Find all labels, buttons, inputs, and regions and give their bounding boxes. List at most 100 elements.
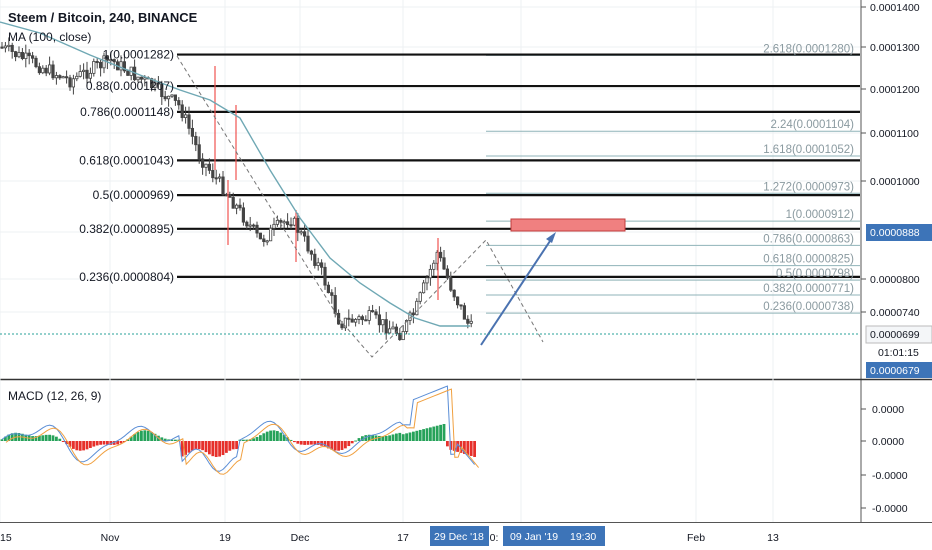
candle-body [214, 177, 218, 180]
candle-body [353, 319, 358, 323]
last-price-text: 0.0000699 [870, 329, 920, 341]
time-tick-label: 0: [490, 532, 499, 544]
macd-bar [272, 430, 276, 441]
candle-body [221, 176, 225, 195]
current-price-text: 0.0000888 [870, 227, 920, 239]
price-tick-label: 0.0000740 [870, 307, 920, 319]
macd-bar [51, 435, 55, 441]
candle-body [136, 76, 140, 81]
time-tick-label: 13 [767, 532, 779, 544]
macd-bar [242, 439, 245, 441]
time-axis[interactable]: 15 Nov 19 Dec 17 0: Feb 13 29 Dec '18 09 Jan '19 1… [0, 526, 779, 546]
macd-bar [361, 436, 364, 441]
candle-body [190, 127, 194, 137]
fib-extension-label: 0.382(0.0000771) [763, 283, 854, 295]
macd-bar [337, 441, 340, 451]
macd-bar [55, 436, 58, 441]
candle-body [48, 64, 52, 74]
candle-body [432, 262, 436, 270]
candle-body [85, 69, 89, 79]
macd-bar [303, 441, 306, 445]
macd-bar [221, 441, 225, 456]
macd-bar [191, 441, 194, 451]
fib-extension-label: 1(0.0000912) [786, 209, 855, 221]
main-pane[interactable] [0, 0, 860, 378]
macd-bar [282, 434, 286, 441]
macd-bar [136, 432, 140, 441]
candle-body [180, 104, 184, 119]
macd-pane[interactable] [0, 381, 860, 521]
price-axis[interactable]: 0.0001400 0.0001300 0.0001200 0.0001100 0.00… [861, 2, 932, 378]
macd-bar [153, 433, 157, 441]
macd-bar [269, 430, 272, 441]
macd-bar [235, 441, 238, 450]
candle-body [224, 194, 228, 197]
macd-bar [469, 441, 473, 456]
macd-bar [446, 441, 449, 447]
candle-body [445, 268, 450, 279]
price-tick-label: 0.0000800 [870, 274, 920, 286]
candle-body [357, 316, 361, 320]
macd-bar [289, 439, 293, 441]
macd-bar [418, 429, 422, 441]
macd-bar [378, 435, 381, 441]
macd-bar [82, 441, 85, 451]
candle-body [289, 224, 293, 227]
macd-bar [381, 436, 385, 441]
macd-bar [252, 438, 255, 441]
candle-body [262, 238, 266, 243]
candle-body [442, 257, 446, 270]
macd-bar [347, 441, 351, 447]
macd-tick-label: -0.0000 [872, 503, 908, 515]
macd-bar [95, 441, 99, 446]
macd-bar [38, 435, 41, 441]
candle-body [173, 94, 177, 101]
candle-body [217, 176, 222, 179]
macd-bar [259, 435, 262, 441]
macd-bar [65, 441, 68, 445]
candle-body [336, 312, 341, 325]
macd-bar [163, 438, 167, 441]
candle-body [459, 304, 463, 307]
macd-bar [112, 441, 116, 445]
macd-bar [442, 424, 446, 441]
candle-body [20, 52, 25, 59]
price-tick-label: 0.0001000 [870, 176, 920, 188]
candle-body [306, 235, 310, 252]
current-price-tag [866, 224, 932, 241]
macd-bar [208, 441, 211, 455]
countdown-text: 01:01:15 [878, 347, 919, 359]
candle-body [92, 61, 96, 74]
candle-body [438, 251, 443, 259]
macd-bar [109, 441, 113, 445]
low-price-tag [866, 362, 932, 378]
fib-retracement-lines [177, 53, 860, 278]
candle-body [61, 76, 65, 79]
candle-body [17, 52, 21, 58]
macd-bar [429, 427, 432, 441]
candle-body [24, 52, 28, 59]
macd-bar [357, 438, 361, 441]
candle-body [143, 77, 147, 80]
candle-body [30, 55, 35, 59]
fib-extension-label: 1.618(0.0001052) [763, 144, 854, 156]
candle-body [449, 277, 453, 291]
candle-body [265, 240, 269, 243]
fib-extension-label: 0.5(0.0000798) [776, 268, 854, 280]
macd-bar [408, 432, 412, 441]
macd-bar [218, 441, 221, 457]
macd-bar [143, 430, 147, 441]
candle-body [319, 262, 324, 268]
candle-body [3, 45, 7, 49]
macd-axis[interactable]: 0.0000 0.0000 -0.0000 -0.0000 [861, 404, 908, 515]
macd-bar [133, 434, 136, 441]
candle-body [231, 196, 235, 209]
macd-bar [316, 441, 320, 445]
macd-bar [170, 439, 174, 441]
price-tick-label: 0.0001100 [870, 128, 919, 140]
time-tick-label: Nov [101, 532, 120, 544]
candle-body [340, 323, 344, 329]
macd-bar [364, 435, 368, 441]
macd-bar [286, 437, 289, 441]
candle-body [51, 64, 55, 79]
